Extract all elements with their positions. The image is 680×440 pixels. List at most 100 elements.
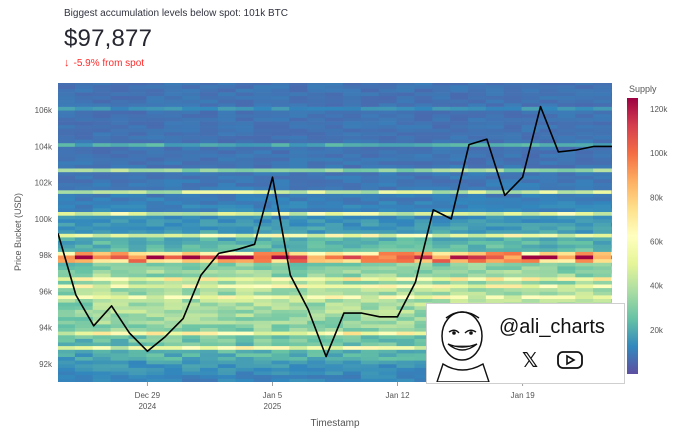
heatmap-cell	[253, 88, 274, 93]
heatmap-cell	[146, 193, 167, 198]
heatmap-cell	[217, 193, 238, 198]
heatmap-cell	[128, 200, 149, 205]
heatmap-cell	[557, 284, 578, 289]
heatmap-cell	[575, 189, 596, 194]
heatmap-cell	[611, 102, 612, 107]
heatmap-cell	[200, 124, 220, 129]
heatmap-cell	[593, 106, 612, 111]
heatmap-cell	[575, 124, 596, 129]
heatmap-cell	[253, 255, 274, 260]
heatmap-cell	[539, 262, 560, 267]
heatmap-cell	[92, 371, 113, 376]
heatmap-cell	[271, 215, 292, 220]
heatmap-cell	[128, 128, 149, 133]
delta-text: -5.9% from spot	[73, 58, 145, 69]
heatmap-cell	[432, 258, 453, 263]
heatmap-cell	[164, 160, 185, 165]
heatmap-cell	[289, 110, 310, 115]
heatmap-cell	[307, 121, 328, 126]
heatmap-cell	[611, 83, 612, 86]
heatmap-cell	[325, 135, 345, 140]
heatmap-cell	[164, 99, 185, 104]
heatmap-cell	[110, 371, 131, 376]
heatmap-cell	[235, 276, 256, 281]
heatmap-cell	[74, 157, 95, 162]
heatmap-cell	[575, 135, 596, 140]
heatmap-cell	[58, 269, 77, 274]
heatmap-cell	[271, 324, 292, 328]
heatmap-cell	[146, 117, 167, 122]
heatmap-cell	[164, 266, 185, 270]
heatmap-cell	[271, 110, 292, 115]
heatmap-cell	[521, 240, 542, 245]
heatmap-cell	[575, 233, 596, 238]
heatmap-cell	[611, 160, 612, 165]
heatmap-cell	[593, 95, 612, 100]
heatmap-cell	[450, 258, 471, 263]
heatmap-cell	[396, 345, 417, 350]
heatmap-cell	[611, 255, 612, 260]
heatmap-cell	[146, 338, 167, 343]
heatmap-cell	[164, 345, 185, 350]
heatmap-cell	[378, 262, 399, 267]
heatmap-cell	[396, 338, 417, 343]
heatmap-cell	[289, 197, 310, 202]
heatmap-cell	[110, 262, 131, 267]
heatmap-cell	[414, 113, 435, 118]
heatmap-cell	[217, 83, 238, 86]
heatmap-cell	[110, 200, 131, 205]
heatmap-cell	[503, 287, 524, 292]
heatmap-cell	[396, 131, 417, 136]
heatmap-cell	[342, 139, 363, 144]
heatmap-cell	[611, 244, 612, 249]
heatmap-cell	[575, 128, 596, 133]
heatmap-cell	[217, 266, 238, 270]
heatmap-cell	[593, 171, 612, 176]
heatmap-cell	[289, 95, 310, 100]
heatmap-cell	[468, 258, 488, 263]
heatmap-cell	[593, 135, 612, 140]
heatmap-cell	[146, 200, 167, 205]
heatmap-cell	[200, 113, 220, 118]
heatmap-cell	[468, 200, 488, 205]
heatmap-cell	[146, 334, 167, 339]
heatmap-cell	[485, 240, 506, 245]
heatmap-cell	[307, 320, 328, 325]
heatmap-cell	[289, 215, 310, 220]
heatmap-cell	[92, 175, 113, 180]
heatmap-cell	[235, 113, 256, 118]
heatmap-cell	[182, 189, 202, 194]
heatmap-cell	[360, 258, 381, 263]
heatmap-cell	[128, 320, 149, 325]
heatmap-cell	[289, 258, 310, 263]
heatmap-cell	[468, 262, 488, 267]
heatmap-cell	[58, 117, 77, 122]
heatmap-cell	[58, 222, 77, 227]
heatmap-cell	[521, 266, 542, 270]
heatmap-cell	[342, 316, 363, 321]
heatmap-cell	[485, 153, 506, 158]
heatmap-cell	[557, 117, 578, 122]
heatmap-cell	[200, 92, 220, 97]
heatmap-cell	[414, 240, 435, 245]
heatmap-cell	[146, 131, 167, 136]
heatmap-cell	[593, 229, 612, 234]
heatmap-cell	[432, 186, 453, 191]
heatmap-cell	[217, 287, 238, 292]
heatmap-cell	[271, 305, 292, 310]
heatmap-cell	[217, 360, 238, 365]
heatmap-cell	[414, 139, 435, 144]
heatmap-cell	[200, 222, 220, 227]
heatmap-cell	[217, 150, 238, 154]
heatmap-cell	[146, 121, 167, 126]
heatmap-cell	[575, 262, 596, 267]
heatmap-cell	[235, 266, 256, 270]
heatmap-cell	[611, 171, 612, 176]
heatmap-cell	[378, 153, 399, 158]
heatmap-cell	[611, 204, 612, 209]
heatmap-cell	[74, 298, 95, 303]
heatmap-cell	[217, 146, 238, 151]
heatmap-cell	[253, 186, 274, 191]
heatmap-cell	[289, 106, 310, 111]
heatmap-cell	[521, 168, 542, 173]
